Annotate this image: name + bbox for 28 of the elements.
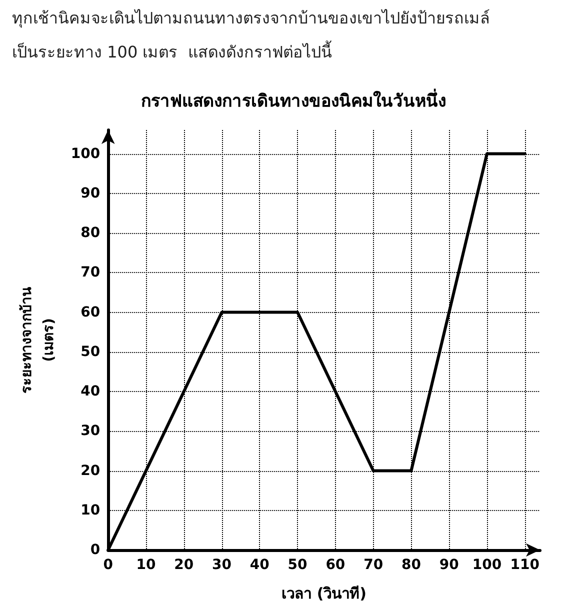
y-tick-label: 60 (80, 304, 100, 320)
y-tick-label: 0 (90, 542, 100, 558)
x-axis-title: เวลา (วินาที) (282, 584, 367, 602)
x-tick-label: 80 (401, 557, 422, 573)
x-tick-label: 20 (174, 557, 194, 573)
y-tick-label: 100 (70, 146, 100, 162)
x-tick-label: 50 (288, 557, 308, 573)
chart-title: กราฟแสดงการเดินทางของนิคมในวันหนึ่ง (141, 88, 446, 112)
x-tick-label: 60 (326, 557, 346, 573)
y-tick-label: 40 (80, 384, 100, 400)
y-tick-label: 30 (80, 423, 100, 440)
x-tick-label: 110 (510, 557, 540, 573)
y-tick-label: 90 (80, 185, 100, 202)
x-tick-label: 10 (136, 557, 156, 573)
x-tick-label: 30 (212, 557, 232, 573)
x-tick-label: 0 (103, 557, 114, 573)
y-tick-label: 20 (80, 462, 100, 479)
y-tick-label: 10 (80, 502, 100, 518)
text: เป็นระยะทาง 100 เมตร แสดงดังกราฟต่อไปนี้ (12, 40, 332, 62)
x-tick-label: 70 (364, 557, 384, 573)
x-tick-label: 100 (472, 557, 502, 573)
y-axis-title: ระยะทางจากบ้าน (เมตร) (19, 286, 57, 394)
text: ทุกเช้านิคมจะเดินไปตามถนนทางตรงจากบ้านของเขาไปยังป้ายรถเมล์ (12, 8, 490, 28)
x-tick-label: 90 (439, 557, 460, 573)
y-tick-label: 50 (80, 344, 100, 360)
x-tick-label: 40 (250, 557, 270, 573)
y-tick-label: 70 (80, 264, 100, 281)
y-tick-label: 80 (80, 225, 100, 242)
